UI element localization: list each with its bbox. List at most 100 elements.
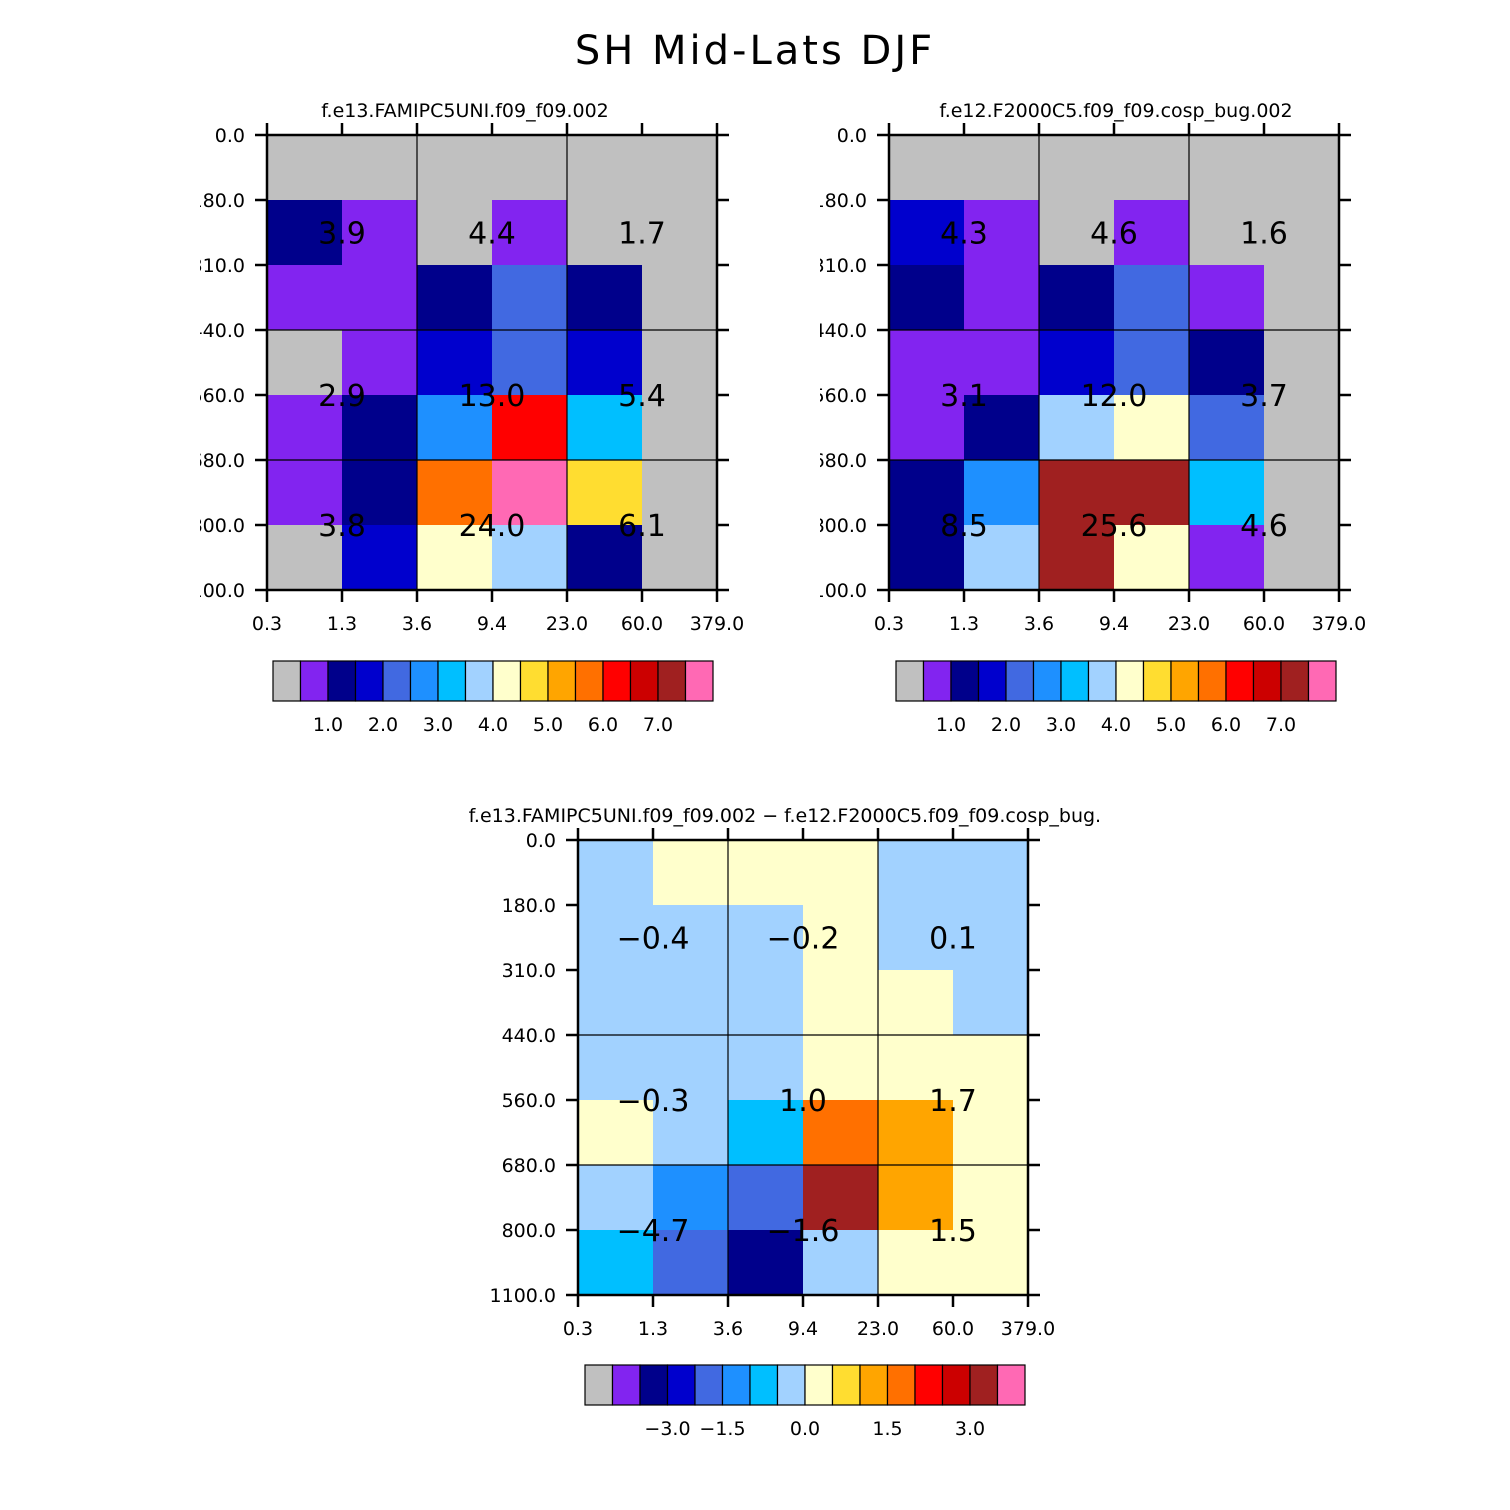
heatmap-cell (1114, 525, 1190, 591)
colorbar-swatch (895, 660, 925, 702)
heatmap-cell (953, 840, 1029, 906)
heatmap-cell (728, 970, 804, 1036)
y-tick-label: 680.0 (200, 450, 245, 472)
colorbar-label: 1.0 (936, 714, 966, 736)
heatmap-cell (342, 265, 418, 331)
heatmap-cell (953, 970, 1029, 1036)
heatmap-cell (1264, 330, 1340, 396)
heatmap-cell (567, 200, 643, 266)
heatmap-cell (1039, 395, 1115, 461)
heatmap-cell (953, 1100, 1029, 1166)
chart-model-a: f.e13.FAMIPC5UNI.f09_f09.002 3.9 4.4 1.7 2.9… (200, 100, 744, 736)
x-tick-label: 23.0 (857, 1318, 899, 1340)
colorbar-label: 3.0 (423, 714, 453, 736)
heatmap-cell (1264, 460, 1340, 526)
x-tick-label: 0.3 (874, 613, 904, 635)
heatmap-cell (417, 460, 493, 526)
heatmap-cell (803, 1230, 879, 1296)
heatmap-cell (964, 460, 1040, 526)
heatmap-cell (889, 265, 965, 331)
heatmap-cell (567, 525, 643, 591)
colorbar-label: 5.0 (533, 714, 563, 736)
heatmap-cell (642, 265, 718, 331)
colorbar-swatch (584, 1364, 614, 1406)
heatmap-cell (1189, 330, 1265, 396)
colorbar-swatch (464, 660, 494, 702)
heatmap-cell (417, 330, 493, 396)
colorbar-swatch (950, 660, 980, 702)
heatmap-cell (803, 1100, 879, 1166)
x-tick-label: 1.3 (949, 613, 979, 635)
heatmap-cell (878, 1035, 954, 1101)
colorbar-label: 2.0 (368, 714, 398, 736)
heatmap-cell (1114, 135, 1190, 201)
heatmap-cell (889, 525, 965, 591)
heatmap-cell (1264, 395, 1340, 461)
colorbar-swatch (1142, 660, 1172, 702)
y-tick-label: 440.0 (820, 320, 867, 342)
heatmap-cell (964, 330, 1040, 396)
colorbar-swatch (721, 1364, 751, 1406)
heatmap-cell (1039, 525, 1115, 591)
heatmap-cell (642, 525, 718, 591)
colorbar-swatch (629, 660, 659, 702)
heatmap-cell (728, 1230, 804, 1296)
heatmap-cell (642, 135, 718, 201)
y-tick-label: 800.0 (502, 1220, 556, 1242)
colorbar-swatch (409, 660, 439, 702)
heatmap-cell (567, 265, 643, 331)
colorbar-swatch (666, 1364, 696, 1406)
heatmap-cell (578, 840, 654, 906)
x-tick-label: 1.3 (327, 613, 357, 635)
heatmap-cell (1039, 330, 1115, 396)
heatmap-cell (417, 265, 493, 331)
heatmap-cell (267, 525, 343, 591)
colorbar-swatch (1307, 660, 1337, 702)
heatmap-cell (267, 330, 343, 396)
cell-annotation: 3.9 (318, 217, 366, 252)
heatmap-cell (492, 330, 568, 396)
cell-annotation: 3.7 (1240, 379, 1288, 414)
heatmap-cell (417, 135, 493, 201)
heatmap-cell (889, 460, 965, 526)
y-tick-label: 180.0 (502, 895, 556, 917)
heatmap-cell (1114, 200, 1190, 266)
colorbar-label: 1.5 (872, 1418, 902, 1440)
heatmap-cell (578, 1035, 654, 1101)
colorbar-swatch (327, 660, 357, 702)
x-tick-label: 9.4 (477, 613, 507, 635)
heatmap-cell (653, 1230, 729, 1296)
heatmap-cell (1114, 460, 1190, 526)
heatmap-cell (567, 460, 643, 526)
heatmap-cell (728, 840, 804, 906)
x-tick-label: 60.0 (932, 1318, 974, 1340)
cell-annotation: −1.6 (767, 1214, 840, 1249)
colorbar-swatch (437, 660, 467, 702)
x-tick-label: 3.6 (402, 613, 432, 635)
heatmap-cell (578, 1165, 654, 1231)
y-tick-label: 1100.0 (200, 580, 245, 602)
heatmap-cell (567, 330, 643, 396)
colorbar-swatch (776, 1364, 806, 1406)
y-tick-label: 680.0 (502, 1155, 556, 1177)
colorbar-swatch (1197, 660, 1227, 702)
heatmap-cell (267, 395, 343, 461)
cell-annotation: 25.6 (1081, 509, 1148, 544)
y-tick-label: 800.0 (820, 515, 867, 537)
heatmap-cell (567, 395, 643, 461)
colorbar-swatch (382, 660, 412, 702)
heatmap-cell (1039, 200, 1115, 266)
colorbar-swatch (684, 660, 714, 702)
cell-annotation: 1.5 (929, 1214, 977, 1249)
colorbar-swatch (639, 1364, 669, 1406)
colorbar-label: 7.0 (643, 714, 673, 736)
heatmap-cell (642, 330, 718, 396)
y-tick-label: 0.0 (837, 125, 867, 147)
colorbar-label: 6.0 (1211, 714, 1241, 736)
heatmap-cell (1264, 265, 1340, 331)
x-tick-label: 379.0 (1001, 1318, 1055, 1340)
colorbar-label: 0.0 (790, 1418, 820, 1440)
cell-annotation: 1.7 (929, 1084, 977, 1119)
cell-annotation: 13.0 (459, 379, 526, 414)
heatmap-cell (653, 840, 729, 906)
